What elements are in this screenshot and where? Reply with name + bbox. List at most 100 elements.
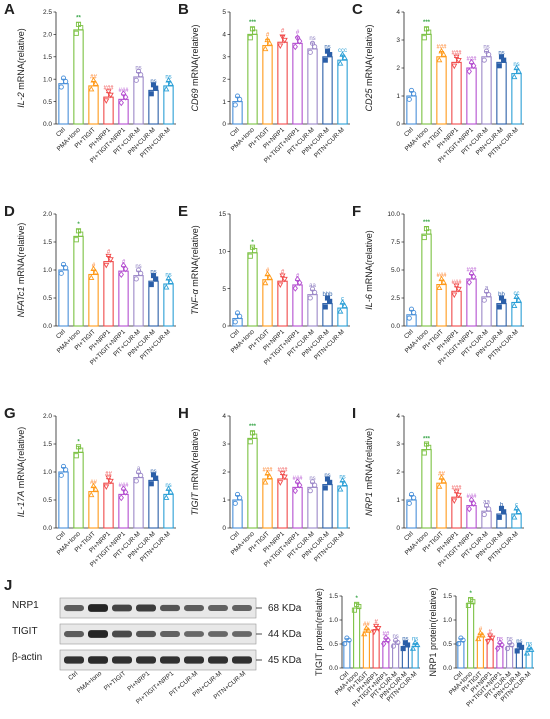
- data-point: [481, 297, 487, 303]
- blot-band: [136, 630, 156, 638]
- y-tick-label: 0.0: [391, 323, 400, 330]
- y-tick-label: 0.5: [329, 641, 338, 648]
- data-point: [324, 48, 331, 54]
- data-point: [451, 292, 458, 299]
- bar: [292, 486, 303, 529]
- blot-band: [160, 656, 180, 664]
- data-point: [148, 481, 154, 487]
- blot-band: [136, 604, 156, 612]
- blot-band: [112, 604, 132, 612]
- data-point: [400, 646, 406, 652]
- data-point: [107, 478, 114, 485]
- significance-label: ***: [249, 20, 257, 26]
- data-point: [133, 478, 139, 484]
- blot-band: [112, 656, 132, 664]
- category-label: Ctrl: [452, 670, 464, 682]
- significance-label: #: [107, 249, 111, 255]
- significance-label: ns: [412, 637, 418, 643]
- bar: [58, 83, 69, 125]
- data-point: [351, 607, 357, 613]
- y-tick-label: 2.5: [43, 9, 52, 16]
- y-tick-label: 2: [396, 469, 400, 476]
- significance-label: #: [266, 268, 270, 274]
- data-point: [451, 498, 458, 505]
- y-tick-label: 3: [396, 441, 400, 448]
- data-point: [406, 315, 412, 321]
- blot-category-label: PMA+Iono: [76, 670, 104, 695]
- blot-band: [64, 604, 84, 612]
- significance-label: ns: [339, 475, 345, 481]
- y-tick-label: 15: [219, 211, 227, 218]
- data-point: [408, 87, 415, 93]
- bar: [292, 284, 303, 327]
- data-point: [279, 471, 286, 477]
- blot-band: [208, 656, 228, 664]
- data-point: [324, 295, 331, 301]
- data-point: [468, 597, 474, 603]
- data-point: [466, 505, 472, 513]
- data-point: [266, 39, 273, 46]
- bar: [307, 486, 318, 529]
- data-point: [133, 276, 139, 282]
- data-point: [436, 284, 443, 291]
- bar: [436, 482, 447, 529]
- data-point: [167, 488, 174, 495]
- significance-label: #: [296, 273, 300, 279]
- data-point: [498, 505, 505, 511]
- significance-label: ns: [135, 65, 141, 71]
- data-point: [423, 26, 430, 32]
- y-tick-label: 5: [222, 9, 226, 16]
- data-point: [468, 58, 475, 66]
- data-point: [511, 302, 518, 308]
- data-point: [402, 640, 408, 646]
- blot-band: [112, 630, 132, 638]
- y-tick-label: 1.5: [329, 593, 338, 600]
- data-point: [123, 488, 129, 496]
- data-point: [468, 269, 475, 277]
- data-point: [465, 602, 471, 608]
- bar: [247, 252, 258, 327]
- data-point: [390, 643, 396, 649]
- blot-band: [184, 604, 204, 612]
- significance-label: ***: [249, 424, 257, 430]
- data-point: [408, 491, 415, 497]
- data-point: [75, 444, 82, 450]
- data-point: [339, 476, 346, 483]
- bar: [511, 73, 522, 125]
- data-point: [514, 648, 520, 654]
- data-point: [507, 640, 513, 646]
- bar: [476, 636, 484, 669]
- y-axis-title: NRP1 mRNA(relative): [364, 428, 374, 516]
- panel-letter: I: [352, 405, 356, 422]
- y-tick-label: 0.5: [43, 497, 52, 504]
- y-tick-label: 1.5: [43, 239, 52, 246]
- y-tick-label: 1: [396, 93, 400, 100]
- y-tick-label: 4: [396, 9, 400, 16]
- bar: [467, 602, 475, 669]
- blot-band: [64, 656, 84, 664]
- blot-row-label: TIGIT: [12, 626, 38, 637]
- significance-label: ns: [165, 483, 171, 489]
- data-point: [277, 43, 284, 50]
- blot-band: [232, 631, 252, 637]
- data-point: [281, 276, 288, 283]
- data-point: [483, 503, 490, 509]
- data-point: [163, 85, 170, 92]
- data-point: [408, 306, 415, 312]
- data-point: [342, 641, 348, 647]
- bar: [292, 42, 303, 125]
- significance-label: ns: [392, 634, 398, 640]
- significance-label: ##: [383, 632, 390, 638]
- significance-label: #: [122, 260, 126, 266]
- bar: [322, 56, 333, 125]
- category-label: Ctrl: [403, 328, 415, 340]
- bar: [496, 645, 504, 669]
- panel-letter: B: [178, 1, 189, 18]
- data-point: [406, 500, 412, 506]
- y-tick-label: 0.0: [329, 665, 338, 672]
- bar: [362, 631, 370, 669]
- bar: [133, 477, 144, 529]
- data-point: [453, 489, 460, 496]
- significance-label: *: [77, 222, 80, 228]
- significance-label: b: [500, 503, 504, 509]
